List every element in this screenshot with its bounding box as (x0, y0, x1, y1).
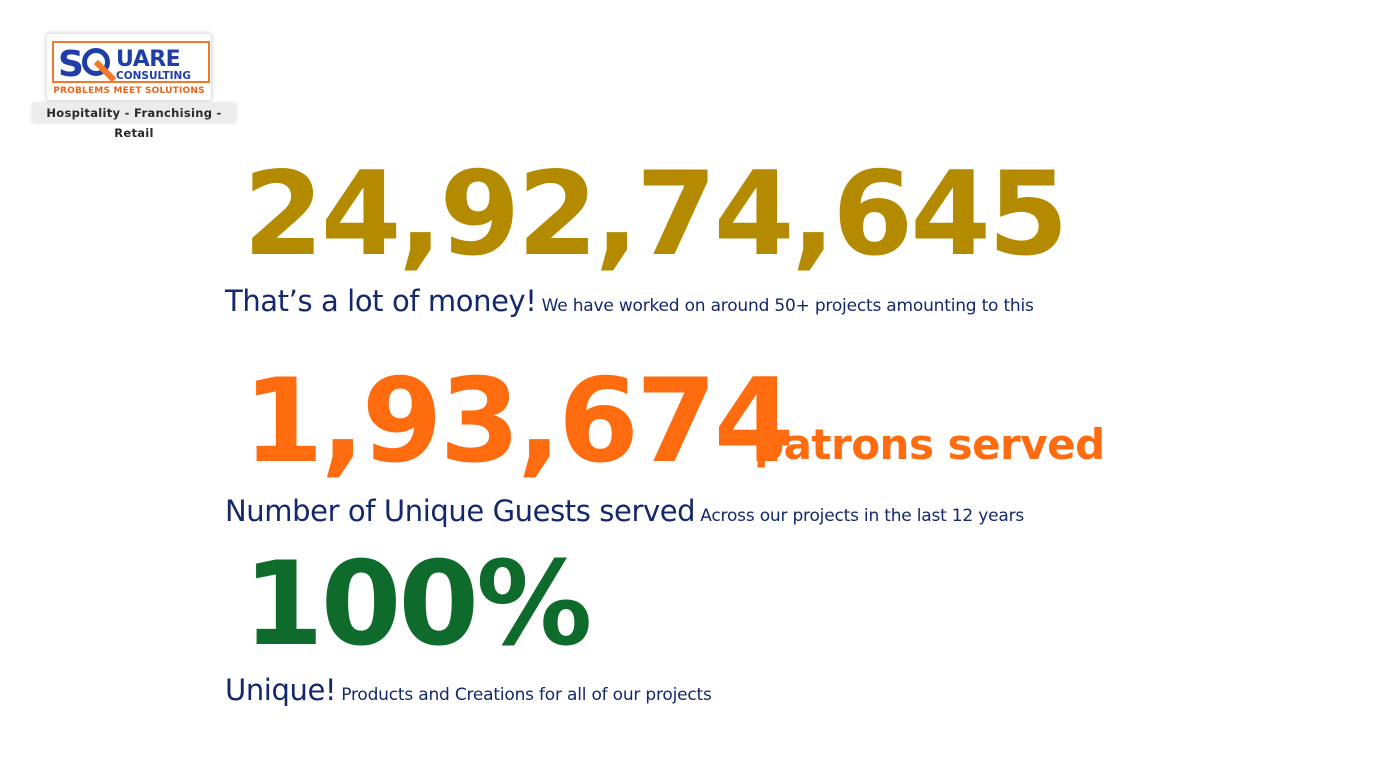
guests-stat-value: 1,93,674 (243, 354, 794, 489)
logo-wordmark-graphic: S UARE CONSULTING (58, 44, 191, 84)
unique-stat-value: 100% (243, 537, 592, 672)
logo-sectors: Hospitality - Franchising - Retail (32, 103, 236, 140)
money-stat-value: 24,92,74,645 (243, 147, 1069, 282)
guests-caption-lead: Number of Unique Guests served (225, 494, 696, 528)
money-stat-caption: That’s a lot of money! We have worked on… (225, 284, 1034, 318)
guests-caption-detail: Across our projects in the last 12 years (700, 506, 1025, 526)
logo-wordmark-frame (52, 41, 210, 83)
money-caption-detail: We have worked on around 50+ projects am… (541, 296, 1034, 316)
unique-stat-caption: Unique! Products and Creations for all o… (225, 673, 712, 707)
svg-text:S: S (58, 44, 83, 84)
money-caption-lead: That’s a lot of money! (225, 284, 537, 318)
logo-wordmark: UARE (116, 47, 180, 72)
guests-stat-suffix: patrons served (754, 420, 1105, 469)
logo-sub-wordmark: CONSULTING (116, 70, 191, 82)
guests-stat-caption: Number of Unique Guests served Across ou… (225, 494, 1024, 528)
logo-tagline: PROBLEMS MEET SOLUTIONS (53, 86, 205, 96)
unique-caption-lead: Unique! (225, 673, 337, 707)
unique-caption-detail: Products and Creations for all of our pr… (341, 685, 712, 705)
company-logo: S UARE CONSULTING PROBLEMS MEET SOLUTION… (32, 34, 236, 140)
